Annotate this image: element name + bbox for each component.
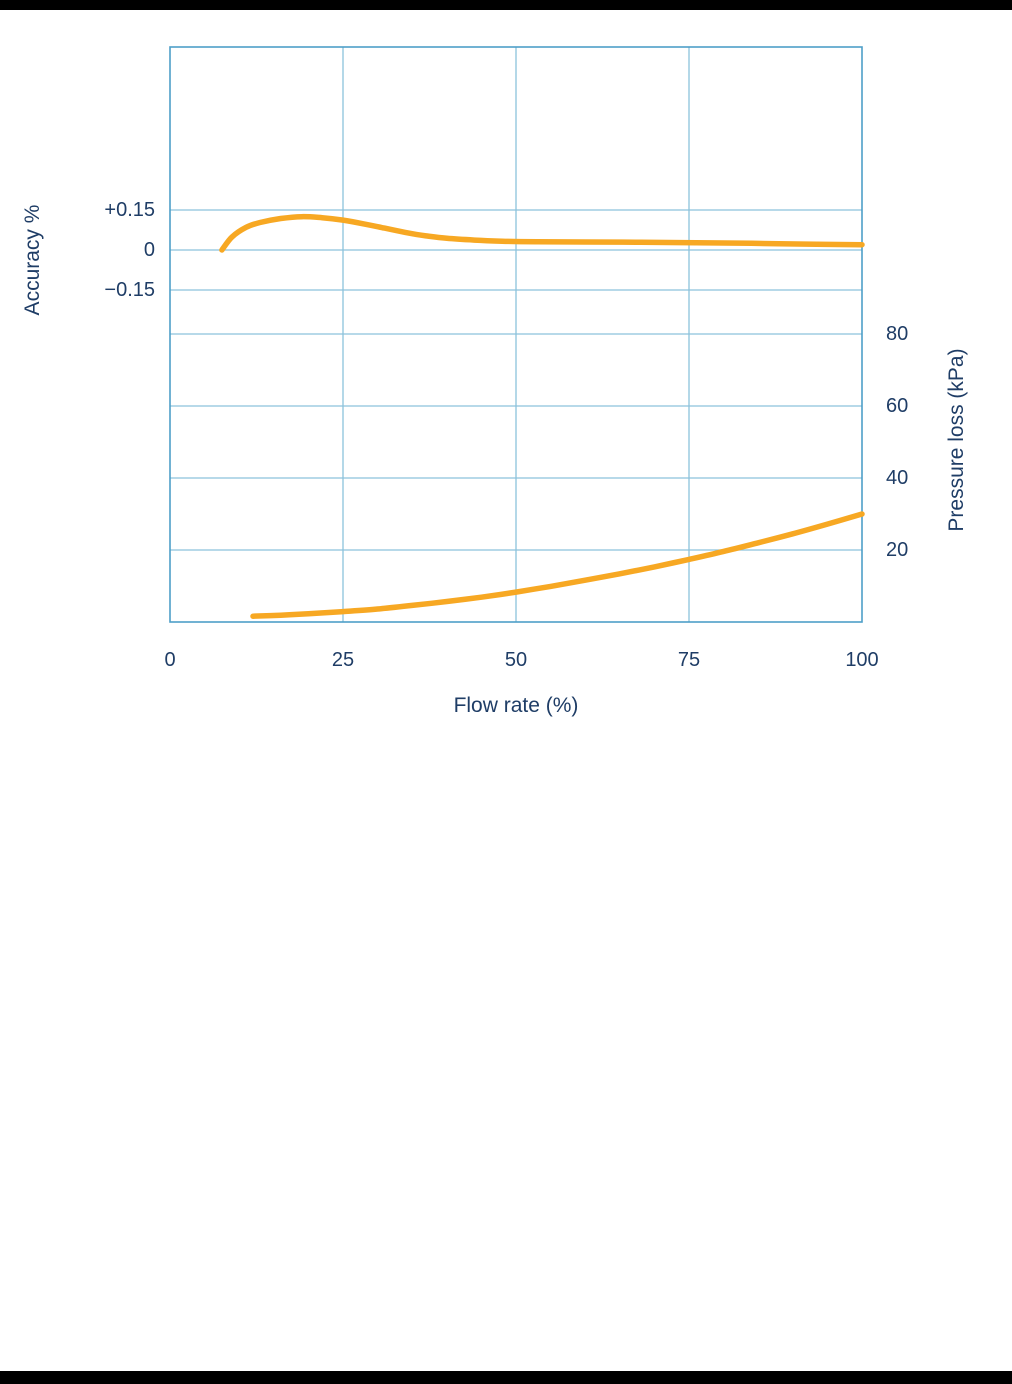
- right-axis-tick-label: 60: [886, 395, 909, 417]
- left-axis-tick-label: −0.15: [104, 279, 155, 301]
- x-axis-tick-label: 0: [164, 649, 176, 671]
- x-axis-title: Flow rate (%): [453, 694, 579, 717]
- right-axis-tick-label: 80: [886, 323, 909, 345]
- x-axis-tick-label: 25: [331, 649, 355, 671]
- pressure-loss-curve: [250, 511, 865, 619]
- chart-canvas: [169, 46, 865, 623]
- left-axis-tick-label: 0: [143, 239, 155, 261]
- left-axis-tick-label: +0.15: [104, 198, 155, 221]
- right-axis-tick-label: 20: [886, 539, 909, 561]
- accuracy-curve: [219, 213, 865, 253]
- x-axis-tick-label: 75: [677, 649, 701, 671]
- page-top-border: [0, 0, 1012, 10]
- x-axis-tick-label: 100: [845, 649, 879, 671]
- right-axis-tick-label: 40: [886, 467, 909, 489]
- page-bottom-border: [0, 1371, 1012, 1384]
- plot-border: [169, 46, 863, 623]
- right-axis-title: Pressure loss (kPa): [945, 348, 968, 532]
- dual-axis-flow-chart: Accuracy % Pressure loss (kPa) Flow rate…: [21, 46, 968, 717]
- left-axis-title: Accuracy %: [21, 204, 44, 316]
- x-axis-tick-label: 50: [504, 649, 528, 671]
